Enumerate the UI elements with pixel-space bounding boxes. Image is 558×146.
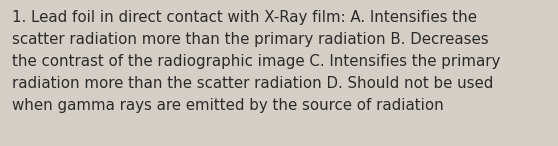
Text: 1. Lead foil in direct contact with X-Ray film: A. Intensifies the
scatter radia: 1. Lead foil in direct contact with X-Ra… xyxy=(12,10,501,113)
